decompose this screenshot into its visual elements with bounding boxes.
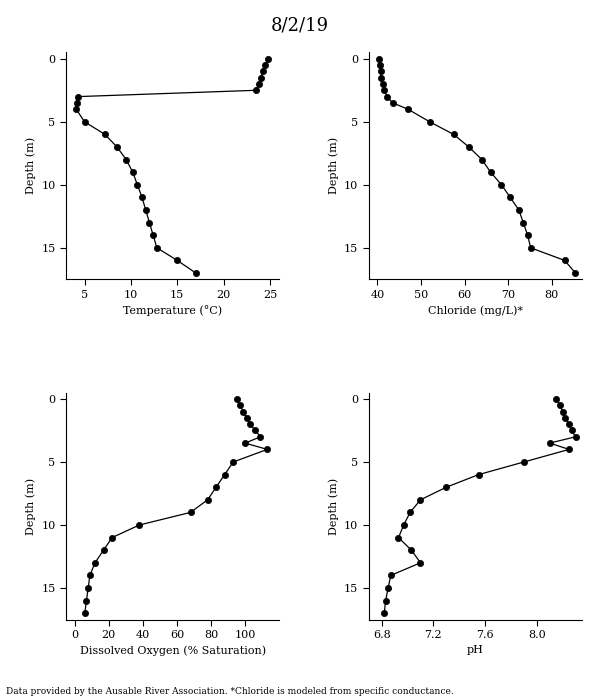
X-axis label: Temperature (°C): Temperature (°C) bbox=[123, 305, 222, 316]
X-axis label: Chloride (mg/L)*: Chloride (mg/L)* bbox=[428, 305, 523, 316]
Text: Data provided by the Ausable River Association. *Chloride is modeled from specif: Data provided by the Ausable River Assoc… bbox=[6, 687, 454, 696]
Y-axis label: Depth (m): Depth (m) bbox=[328, 137, 338, 195]
X-axis label: pH: pH bbox=[467, 645, 484, 655]
Y-axis label: Depth (m): Depth (m) bbox=[25, 477, 36, 535]
Text: 8/2/19: 8/2/19 bbox=[271, 16, 329, 34]
Y-axis label: Depth (m): Depth (m) bbox=[328, 477, 338, 535]
Y-axis label: Depth (m): Depth (m) bbox=[25, 137, 36, 195]
X-axis label: Dissolved Oxygen (% Saturation): Dissolved Oxygen (% Saturation) bbox=[80, 645, 266, 656]
